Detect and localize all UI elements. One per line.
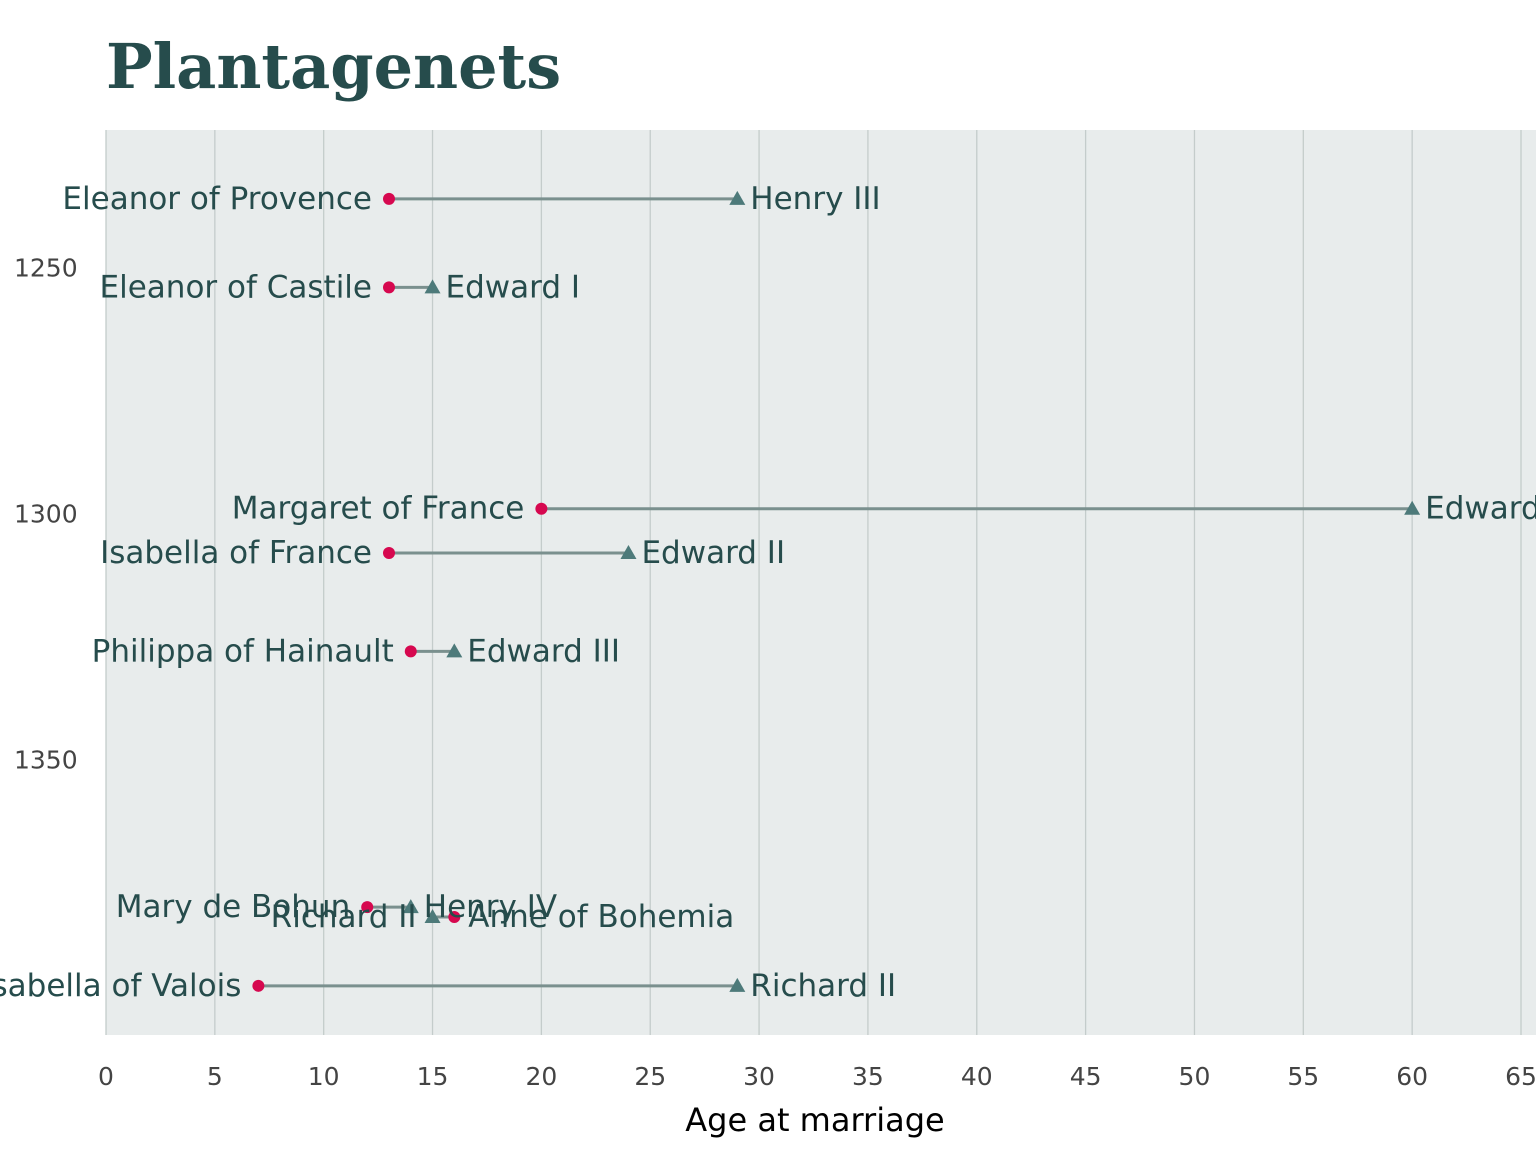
wife-marker xyxy=(252,979,265,992)
husband-label: Edward II xyxy=(641,535,785,571)
wife-marker xyxy=(383,281,395,294)
y-tick-labels: 1250 1300 1350 xyxy=(14,254,78,775)
x-tick-label: 65 xyxy=(1505,1062,1536,1091)
husband-label: Henry III xyxy=(750,181,880,217)
x-tick-label: 30 xyxy=(743,1062,775,1091)
wife-label: Isabella of France xyxy=(100,535,372,571)
y-tick-label: 1250 xyxy=(14,254,78,283)
x-tick-label: 45 xyxy=(1070,1062,1102,1091)
x-tick-labels: 0 5 10 15 20 25 30 35 40 45 50 55 60 65 xyxy=(98,1062,1536,1091)
wife-marker xyxy=(404,645,417,658)
husband-marker xyxy=(446,643,463,658)
wife-label: Isabella of Valois xyxy=(0,968,241,1004)
husband-marker xyxy=(729,190,746,205)
wife-marker xyxy=(383,546,395,559)
husband-label: Edward I xyxy=(446,269,581,305)
wife-label: Philippa of Hainault xyxy=(92,633,394,669)
wife-marker xyxy=(448,910,461,923)
x-tick-label: 20 xyxy=(525,1062,557,1091)
markers xyxy=(252,190,1421,992)
point-labels: Eleanor of Provence Henry III Eleanor of C… xyxy=(0,181,1536,1004)
husband-marker xyxy=(729,977,746,992)
x-axis-label: Age at marriage xyxy=(685,1101,944,1139)
husband-label: Richard II xyxy=(271,899,417,935)
husband-marker xyxy=(1404,500,1421,515)
x-tick-label: 55 xyxy=(1287,1062,1319,1091)
wife-label: Eleanor of Provence xyxy=(62,181,372,217)
grid-lines xyxy=(105,130,1522,1035)
y-tick-label: 1350 xyxy=(14,746,78,775)
husband-label: Edward III xyxy=(467,633,620,669)
husband-marker xyxy=(424,279,441,294)
x-tick-label: 60 xyxy=(1396,1062,1428,1091)
x-tick-label: 15 xyxy=(417,1062,449,1091)
husband-marker xyxy=(402,899,419,914)
wife-marker xyxy=(383,192,395,205)
x-tick-label: 5 xyxy=(207,1062,223,1091)
wife-label: Eleanor of Castile xyxy=(100,269,372,305)
y-tick-label: 1300 xyxy=(14,500,78,529)
husband-marker xyxy=(620,544,637,559)
husband-label: Henry IV xyxy=(424,889,557,925)
husband-marker xyxy=(424,908,441,923)
wife-label: Mary de Bohun xyxy=(116,889,350,925)
x-tick-label: 10 xyxy=(308,1062,340,1091)
x-tick-label: 40 xyxy=(961,1062,993,1091)
plot-panel xyxy=(106,130,1536,1035)
husband-label: Richard II xyxy=(750,968,896,1004)
x-tick-label: 35 xyxy=(852,1062,884,1091)
chart-title: Plantagenets xyxy=(106,30,561,103)
wife-marker xyxy=(361,901,374,914)
wife-marker xyxy=(535,502,548,515)
wife-label: Margaret of France xyxy=(232,491,525,527)
connectors xyxy=(258,197,1413,988)
x-tick-label: 25 xyxy=(634,1062,666,1091)
x-tick-label: 0 xyxy=(98,1062,114,1091)
x-tick-label: 50 xyxy=(1179,1062,1211,1091)
husband-label: Edward I xyxy=(1425,491,1536,527)
wife-label: Anne of Bohemia xyxy=(468,899,734,935)
